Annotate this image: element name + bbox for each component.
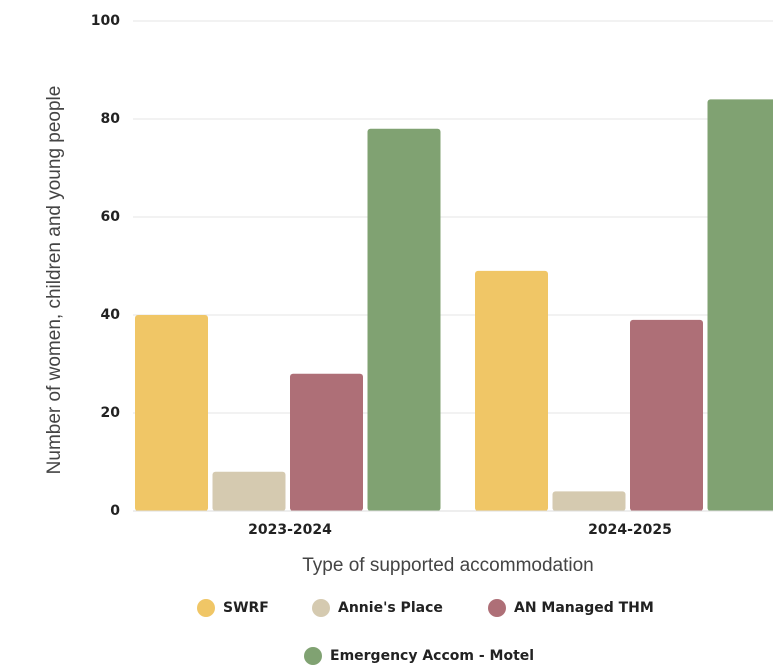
x-axis-title: Type of supported accommodation [302,555,594,576]
bar [552,491,626,511]
legend-swatch [488,599,506,617]
legend-swatch [197,599,215,617]
bar [475,270,548,511]
y-tick-label: 20 [101,405,121,421]
x-tick-label: 2023-2024 [248,522,332,538]
legend-label: Emergency Accom - Motel [330,648,534,664]
bar [707,99,773,511]
legend-swatch [304,647,322,665]
y-axis-title: Number of women, children and young peop… [44,86,65,475]
legend-label: AN Managed THM [514,600,654,616]
legend-label: Annie's Place [338,600,443,616]
x-tick-label: 2024-2025 [588,522,672,538]
y-tick-label: 80 [101,111,121,127]
bar [135,315,208,511]
y-tick-label: 40 [101,307,121,323]
legend-swatch [312,599,330,617]
bar [630,319,703,511]
y-tick-label: 60 [101,209,121,225]
bar [290,373,363,511]
bar [367,128,441,512]
legend-label: SWRF [223,600,269,616]
bar [212,471,286,511]
y-tick-label: 0 [110,503,120,519]
y-tick-label: 100 [91,13,120,29]
